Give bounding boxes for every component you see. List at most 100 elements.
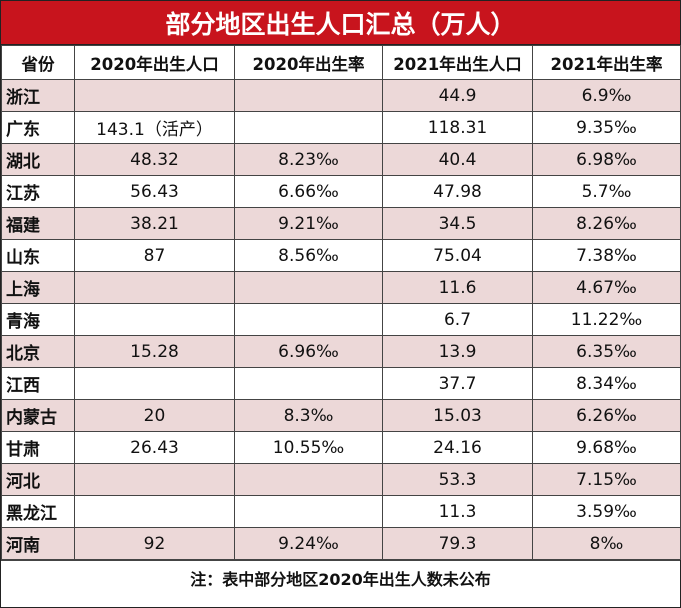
births-2021-cell: 40.4 — [382, 143, 533, 176]
province-cell: 江苏 — [1, 175, 75, 208]
rate-2020-cell: 8.56‰ — [234, 239, 383, 272]
births-2021-cell: 79.3 — [382, 527, 533, 560]
rate-2021-cell: 6.9‰ — [532, 79, 681, 112]
rate-2020-cell: 6.96‰ — [234, 335, 383, 368]
province-cell: 浙江 — [1, 79, 75, 112]
table-row: 上海 11.6 4.67‰ — [1, 271, 681, 304]
births-2020-cell — [74, 367, 235, 400]
births-2020-cell — [74, 271, 235, 304]
table-row: 黑龙江 11.3 3.59‰ — [1, 495, 681, 528]
rate-2021-cell: 6.26‰ — [532, 399, 681, 432]
rate-2020-cell — [234, 271, 383, 304]
rate-2020-cell — [234, 463, 383, 496]
rate-2021-cell: 6.98‰ — [532, 143, 681, 176]
header-births-2020: 2020年出生人口 — [74, 45, 235, 80]
rate-2021-cell: 11.22‰ — [532, 303, 681, 336]
births-2021-cell: 53.3 — [382, 463, 533, 496]
births-2021-cell: 6.7 — [382, 303, 533, 336]
births-2020-cell: 92 — [74, 527, 235, 560]
rate-2020-cell — [234, 79, 383, 112]
births-2021-cell: 44.9 — [382, 79, 533, 112]
rate-2020-cell — [234, 495, 383, 528]
births-2020-cell — [74, 79, 235, 112]
rate-2021-cell: 5.7‰ — [532, 175, 681, 208]
header-province: 省份 — [1, 45, 75, 80]
header-rate-2020: 2020年出生率 — [234, 45, 383, 80]
province-cell: 北京 — [1, 335, 75, 368]
rate-2020-cell — [234, 367, 383, 400]
header-rate-2021: 2021年出生率 — [532, 45, 681, 80]
province-cell: 河北 — [1, 463, 75, 496]
births-2020-cell: 48.32 — [74, 143, 235, 176]
province-cell: 山东 — [1, 239, 75, 272]
births-2020-cell: 143.1（活产） — [74, 111, 235, 144]
births-2021-cell: 15.03 — [382, 399, 533, 432]
births-2020-cell — [74, 303, 235, 336]
table-row: 山东 87 8.56‰ 75.04 7.38‰ — [1, 239, 681, 272]
province-cell: 河南 — [1, 527, 75, 560]
births-2021-cell: 13.9 — [382, 335, 533, 368]
table-row: 福建 38.21 9.21‰ 34.5 8.26‰ — [1, 207, 681, 240]
table-row: 河北 53.3 7.15‰ — [1, 463, 681, 496]
births-2020-cell — [74, 495, 235, 528]
births-2021-cell: 34.5 — [382, 207, 533, 240]
rate-2021-cell: 3.59‰ — [532, 495, 681, 528]
births-2021-cell: 11.6 — [382, 271, 533, 304]
rate-2020-cell: 10.55‰ — [234, 431, 383, 464]
table-row: 青海 6.7 11.22‰ — [1, 303, 681, 336]
table-row: 江苏 56.43 6.66‰ 47.98 5.7‰ — [1, 175, 681, 208]
table-row: 江西 37.7 8.34‰ — [1, 367, 681, 400]
rate-2021-cell: 6.35‰ — [532, 335, 681, 368]
table-row: 甘肃 26.43 10.55‰ 24.16 9.68‰ — [1, 431, 681, 464]
header-births-2021: 2021年出生人口 — [382, 45, 533, 80]
rate-2020-cell — [234, 111, 383, 144]
rate-2021-cell: 7.38‰ — [532, 239, 681, 272]
province-cell: 黑龙江 — [1, 495, 75, 528]
header-row: 省份 2020年出生人口 2020年出生率 2021年出生人口 2021年出生率 — [1, 45, 681, 80]
footnote: 注：表中部分地区2020年出生人数未公布 — [1, 560, 680, 594]
table-row: 北京 15.28 6.96‰ 13.9 6.35‰ — [1, 335, 681, 368]
births-2021-cell: 75.04 — [382, 239, 533, 272]
births-2020-cell: 15.28 — [74, 335, 235, 368]
rate-2021-cell: 4.67‰ — [532, 271, 681, 304]
table-row: 浙江 44.9 6.9‰ — [1, 79, 681, 112]
rate-2021-cell: 8.26‰ — [532, 207, 681, 240]
province-cell: 青海 — [1, 303, 75, 336]
births-2020-cell: 38.21 — [74, 207, 235, 240]
province-cell: 内蒙古 — [1, 399, 75, 432]
births-table: 省份 2020年出生人口 2020年出生率 2021年出生人口 2021年出生率… — [1, 45, 681, 560]
rate-2020-cell: 8.3‰ — [234, 399, 383, 432]
rate-2021-cell: 9.68‰ — [532, 431, 681, 464]
rate-2020-cell: 6.66‰ — [234, 175, 383, 208]
births-2020-cell: 20 — [74, 399, 235, 432]
table-row: 湖北 48.32 8.23‰ 40.4 6.98‰ — [1, 143, 681, 176]
province-cell: 江西 — [1, 367, 75, 400]
rate-2020-cell: 8.23‰ — [234, 143, 383, 176]
births-2020-cell: 56.43 — [74, 175, 235, 208]
rate-2020-cell: 9.24‰ — [234, 527, 383, 560]
table-row: 河南 92 9.24‰ 79.3 8‰ — [1, 527, 681, 560]
province-cell: 甘肃 — [1, 431, 75, 464]
table-row: 内蒙古 20 8.3‰ 15.03 6.26‰ — [1, 399, 681, 432]
rate-2021-cell: 9.35‰ — [532, 111, 681, 144]
table-body: 浙江 44.9 6.9‰ 广东 143.1（活产） 118.31 9.35‰ 湖北 48.32 8… — [1, 79, 681, 560]
births-2020-cell: 26.43 — [74, 431, 235, 464]
province-cell: 上海 — [1, 271, 75, 304]
province-cell: 湖北 — [1, 143, 75, 176]
rate-2021-cell: 8.34‰ — [532, 367, 681, 400]
rate-2021-cell: 7.15‰ — [532, 463, 681, 496]
rate-2020-cell — [234, 303, 383, 336]
province-cell: 广东 — [1, 111, 75, 144]
table-row: 广东 143.1（活产） 118.31 9.35‰ — [1, 111, 681, 144]
births-2020-cell — [74, 463, 235, 496]
births-2020-cell: 87 — [74, 239, 235, 272]
table-title: 部分地区出生人口汇总（万人） — [1, 1, 680, 45]
births-2021-cell: 37.7 — [382, 367, 533, 400]
rate-2021-cell: 8‰ — [532, 527, 681, 560]
births-2021-cell: 47.98 — [382, 175, 533, 208]
births-2021-cell: 24.16 — [382, 431, 533, 464]
province-cell: 福建 — [1, 207, 75, 240]
rate-2020-cell: 9.21‰ — [234, 207, 383, 240]
births-2021-cell: 118.31 — [382, 111, 533, 144]
